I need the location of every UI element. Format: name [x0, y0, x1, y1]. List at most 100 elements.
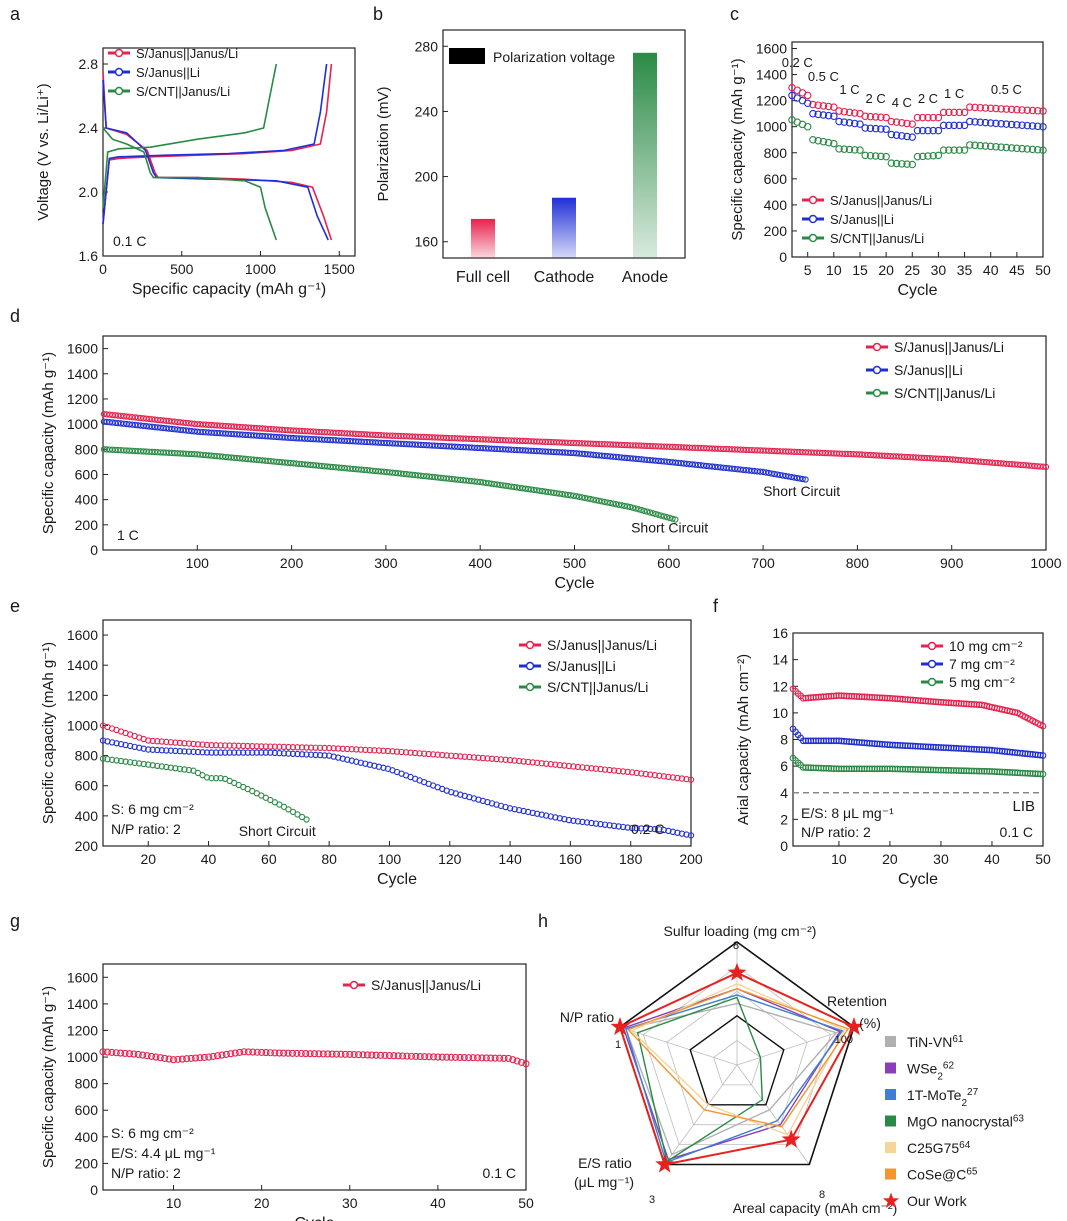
- x-tick-label: 45: [1009, 262, 1025, 278]
- data-point: [240, 749, 247, 756]
- data-point: [788, 473, 795, 481]
- data-point: [289, 744, 297, 751]
- data-point: [955, 121, 964, 130]
- data-point: [473, 1054, 482, 1062]
- radar-axis-label: N/P ratio: [560, 1009, 614, 1025]
- category-label: Full cell: [456, 269, 510, 286]
- data-point: [434, 1053, 442, 1061]
- radar-axis-max: 100: [835, 1034, 853, 1046]
- data-point: [126, 759, 134, 766]
- data-point: [814, 110, 822, 119]
- axes-frame: [102, 47, 356, 257]
- x-tick-label: 5: [804, 262, 812, 278]
- data-point: [593, 497, 600, 504]
- data-point: [407, 1052, 415, 1060]
- panel-letter-g: g: [10, 911, 20, 931]
- data-point: [997, 143, 1005, 151]
- rate-label: 4 C: [892, 95, 912, 110]
- legend-label: CoSe@C65: [907, 1166, 978, 1183]
- data-point: [955, 108, 964, 117]
- legend-label: S/Janus||Janus/Li: [371, 977, 481, 993]
- data-point: [1007, 144, 1016, 152]
- data-point: [389, 748, 396, 755]
- legend-label-subscript: 2: [937, 1071, 943, 1082]
- lib-label: LIB: [1012, 798, 1035, 815]
- data-point: [465, 1054, 473, 1062]
- data-point: [312, 744, 319, 751]
- data-point: [385, 1052, 393, 1060]
- data-point: [525, 485, 532, 493]
- data-point: [289, 750, 297, 757]
- data-point: [768, 470, 775, 477]
- data-point: [167, 764, 174, 771]
- data-point: [176, 748, 184, 755]
- data-point: [579, 764, 586, 771]
- data-point: [117, 757, 125, 765]
- data-point: [913, 113, 922, 122]
- legend-label-name: C25G75: [907, 1140, 959, 1156]
- data-point: [887, 130, 896, 139]
- data-point: [1002, 105, 1011, 113]
- data-point: [217, 749, 224, 756]
- data-point: [1013, 105, 1021, 114]
- data-point: [986, 142, 995, 151]
- data-point: [253, 749, 260, 756]
- data-point: [882, 152, 890, 161]
- y-tick-label: 600: [75, 778, 99, 794]
- data-point: [945, 121, 953, 130]
- data-point: [479, 479, 487, 486]
- data-point: [416, 1052, 424, 1061]
- data-point: [280, 743, 288, 751]
- legend-label-reference: 27: [967, 1087, 979, 1098]
- legend-marker: [872, 388, 882, 398]
- data-point: [267, 743, 274, 750]
- data-point: [1028, 122, 1037, 130]
- data-point: [871, 124, 880, 133]
- data-point: [565, 816, 573, 824]
- y-tick-label: 1400: [67, 657, 98, 673]
- data-point: [588, 819, 595, 827]
- data-point: [547, 761, 554, 768]
- data-point: [887, 159, 896, 167]
- panel-letter-d: d: [10, 306, 20, 326]
- our-work-star-marker: [655, 1154, 675, 1173]
- data-point: [1039, 146, 1047, 154]
- data-point: [488, 480, 495, 487]
- data-point: [845, 119, 854, 127]
- data-point: [672, 516, 679, 523]
- y-tick-label: 160: [415, 234, 439, 250]
- y-tick-label: 1400: [67, 996, 98, 1012]
- x-tick-label: 10: [166, 1195, 182, 1211]
- data-point: [924, 152, 932, 160]
- data-point: [642, 825, 649, 832]
- data-point: [222, 1050, 230, 1058]
- data-point: [824, 138, 833, 147]
- data-point: [544, 488, 552, 496]
- data-point: [830, 139, 838, 148]
- radar-axis-max: 3: [649, 1194, 655, 1206]
- data-point: [607, 499, 614, 507]
- panel-letter-e: e: [10, 596, 20, 616]
- data-point: [203, 749, 211, 756]
- data-point: [802, 476, 809, 483]
- note-line: S: 6 mg cm⁻²: [111, 801, 194, 817]
- x-tick-label: 1500: [324, 261, 355, 277]
- data-point: [488, 755, 496, 762]
- legend-label-reference: 64: [959, 1140, 971, 1151]
- data-point: [945, 146, 953, 154]
- data-point: [178, 1055, 186, 1063]
- data-point: [556, 490, 563, 497]
- data-point: [892, 131, 901, 139]
- data-point: [294, 744, 301, 751]
- data-point: [185, 766, 193, 774]
- data-point: [366, 746, 374, 754]
- data-point: [487, 1054, 495, 1062]
- data-point: [253, 743, 260, 750]
- x-tick-label: 0: [99, 261, 107, 277]
- data-point: [632, 505, 639, 512]
- data-point: [500, 1054, 508, 1062]
- data-point: [536, 487, 543, 494]
- x-tick-label: 800: [846, 555, 870, 571]
- data-point: [262, 1049, 270, 1057]
- legend-label: WSe262: [907, 1060, 954, 1082]
